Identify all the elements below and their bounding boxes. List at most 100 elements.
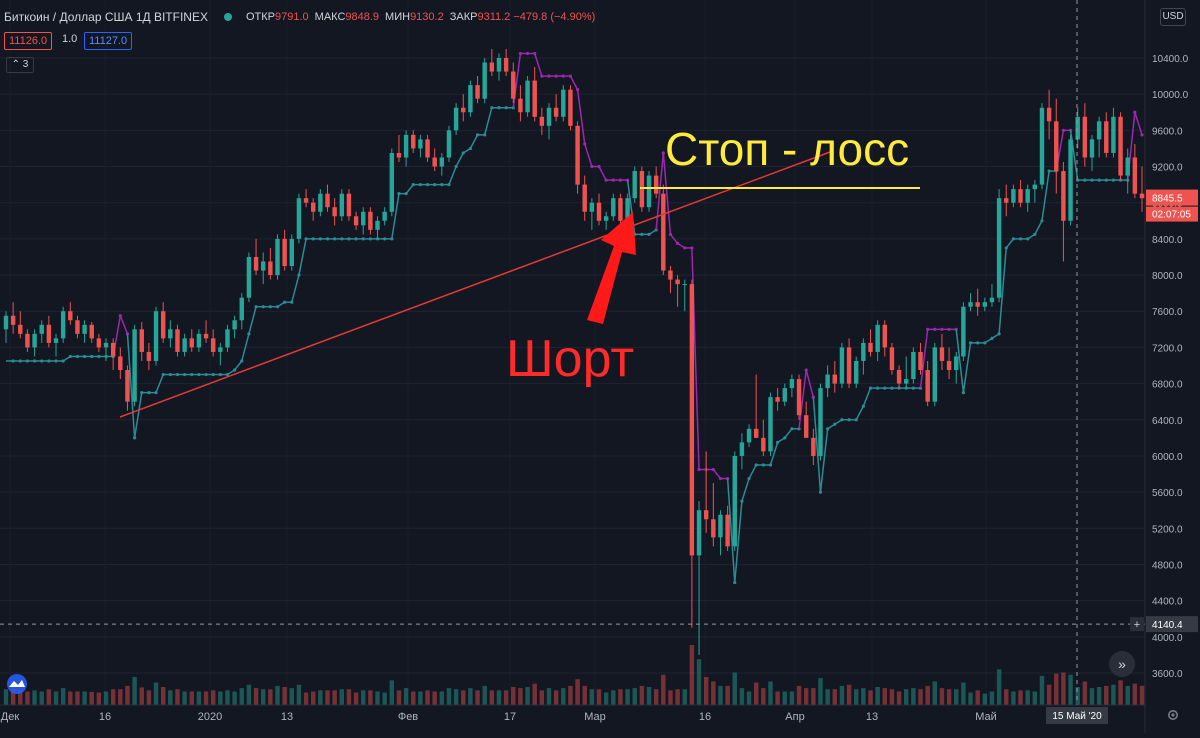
volume-bar xyxy=(361,690,366,705)
symbol-title[interactable]: Биткоин / Доллар США 1Д BITFINEX xyxy=(4,10,208,24)
volume-bar xyxy=(253,688,259,705)
volume-bar xyxy=(3,689,9,705)
plus-icon[interactable]: + xyxy=(1134,619,1140,631)
stop-dot xyxy=(690,246,694,250)
volume-bar xyxy=(418,691,423,705)
volume-bar xyxy=(568,685,573,705)
volume-bar xyxy=(353,692,359,705)
volume-bar xyxy=(132,677,137,705)
candle-body xyxy=(303,198,309,203)
candle-body xyxy=(954,356,959,371)
candle-body xyxy=(289,238,295,267)
candle-body xyxy=(53,338,59,343)
buy-button[interactable]: 11127.0 xyxy=(84,32,133,50)
stop-dot xyxy=(140,391,144,395)
candle-body xyxy=(260,261,266,271)
candle-body xyxy=(661,193,666,271)
stop-dot xyxy=(197,372,201,377)
candle-body xyxy=(368,211,373,230)
volume-bar xyxy=(511,687,516,705)
double-chevron-right-icon: » xyxy=(1118,656,1126,672)
time-tick-label: 13 xyxy=(281,711,293,723)
volume-bar xyxy=(818,678,823,705)
candle-body xyxy=(239,297,244,321)
sell-button[interactable]: 11126.0 xyxy=(4,32,53,50)
volume-bar xyxy=(439,691,445,705)
price-tick-label: 6400.0 xyxy=(1152,416,1183,427)
volume-bar xyxy=(646,687,652,705)
candle-body xyxy=(861,342,866,361)
candle-body xyxy=(696,510,702,556)
price-tick-label: 10400.0 xyxy=(1152,54,1189,65)
candle-body xyxy=(546,107,552,126)
candle-body xyxy=(346,193,352,217)
scroll-to-realtime-button[interactable]: » xyxy=(1109,651,1135,677)
close-label: ЗАКР xyxy=(449,11,478,23)
price-tick-label: 5600.0 xyxy=(1152,488,1183,499)
candle-body xyxy=(846,347,852,384)
candle-body xyxy=(225,329,230,348)
stop-line-segment xyxy=(798,369,807,429)
stop-line-segment xyxy=(448,166,457,185)
tradingview-logo-icon[interactable] xyxy=(4,674,30,694)
volume-bar xyxy=(96,692,102,705)
candle-body xyxy=(811,437,816,456)
volume-bar xyxy=(932,681,938,705)
candle-body xyxy=(1025,189,1030,203)
volume-bar xyxy=(218,691,223,705)
candle-body xyxy=(1096,121,1102,140)
candle-body xyxy=(1011,189,1016,203)
add-alert-button[interactable] xyxy=(1130,617,1144,632)
stop-line-segment xyxy=(126,333,136,438)
volume-bar xyxy=(275,685,280,705)
candle-body xyxy=(582,184,587,212)
candle-body xyxy=(118,356,123,371)
volume-bar xyxy=(653,689,659,705)
candle-body xyxy=(904,379,909,384)
volume-bar xyxy=(1082,681,1088,705)
candle-body xyxy=(146,351,152,361)
volume-bar xyxy=(939,688,945,705)
time-tick-label: 2020 xyxy=(198,711,222,723)
volume-bar xyxy=(289,688,295,705)
volume-bar xyxy=(1132,683,1138,705)
candle-body xyxy=(839,347,845,384)
candle-body xyxy=(489,62,495,72)
candle-body xyxy=(1061,171,1066,221)
volume-bar xyxy=(1032,691,1038,705)
volume-bar xyxy=(696,659,702,705)
volume-bar xyxy=(1039,675,1045,705)
stop-dot xyxy=(183,372,187,377)
candle-body xyxy=(653,175,659,194)
stop-dot xyxy=(204,372,208,377)
volume-bar xyxy=(553,690,559,705)
stop-line-segment xyxy=(241,333,250,362)
volume-bar xyxy=(1046,684,1052,705)
candle-body xyxy=(518,98,523,113)
volume-bar xyxy=(532,683,537,705)
candle-body xyxy=(25,333,30,348)
volume-bar xyxy=(246,684,252,705)
candle-body xyxy=(768,397,773,452)
stop-line-segment xyxy=(391,193,400,239)
candle-body xyxy=(968,302,973,307)
volume-bar xyxy=(796,685,802,705)
gear-icon[interactable] xyxy=(1166,708,1180,722)
close-value: 9311.2 −479.8 (−4.90%) xyxy=(477,11,596,23)
candle-body xyxy=(703,510,709,520)
time-tick-label: Фев xyxy=(398,711,418,723)
candle-body xyxy=(253,256,259,271)
candle-body xyxy=(425,139,430,158)
stop-line-segment xyxy=(805,369,815,398)
stop-line-segment xyxy=(1034,220,1043,235)
volume-bar xyxy=(825,689,830,705)
currency-button[interactable]: USD xyxy=(1160,8,1186,26)
price-tick-label: 6800.0 xyxy=(1152,380,1183,391)
stop-dot xyxy=(175,372,180,377)
symbol-header: Биткоин / Доллар США 1Д BITFINEX ОТКР 97… xyxy=(4,8,601,26)
volume-bar xyxy=(339,689,345,705)
indicators-toggle-button[interactable]: ⌃ 3 xyxy=(6,57,34,73)
